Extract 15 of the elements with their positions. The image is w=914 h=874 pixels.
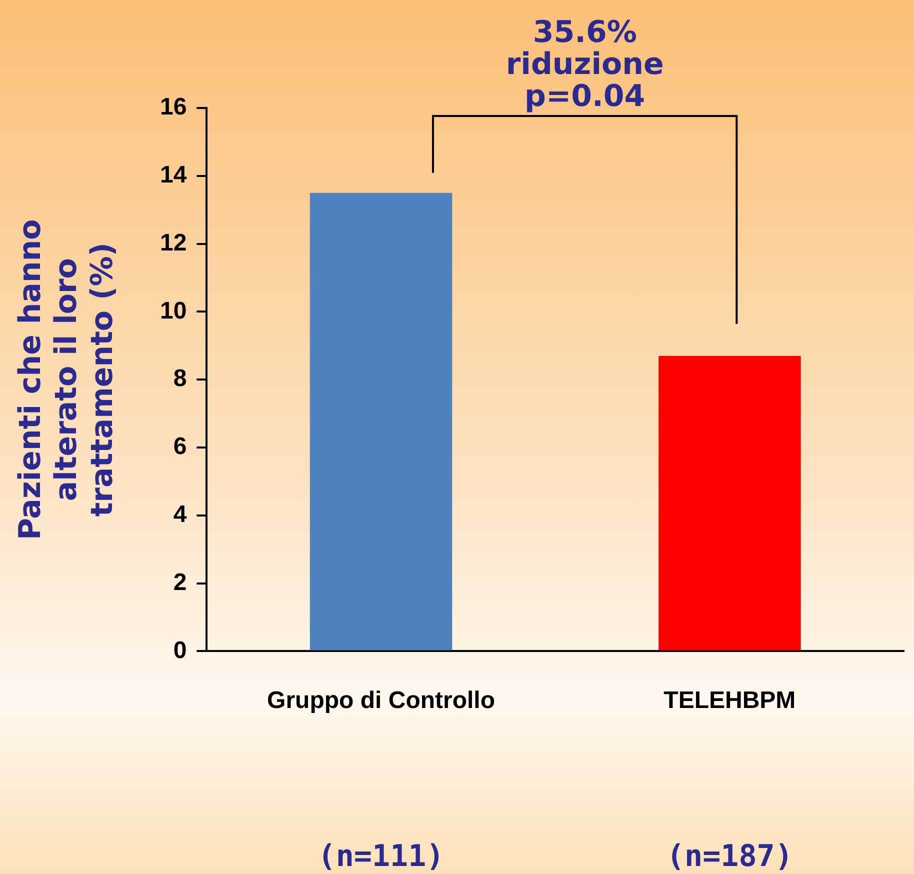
y-tick-label: 6 — [173, 433, 187, 460]
annotation: 35.6% riduzione p=0.04 — [506, 15, 664, 114]
text: (n=111) — [318, 839, 444, 874]
y-tick-label: 2 — [173, 568, 187, 596]
text: (n=187) — [666, 839, 793, 874]
y-tick-label: 16 — [160, 94, 187, 121]
x-tick-label: TELEHBPM — [664, 687, 796, 714]
y-tick-label: 12 — [160, 229, 187, 256]
y-tick-label: 14 — [160, 162, 188, 189]
y-tick-label: 8 — [173, 365, 187, 392]
y-tick-label: 4 — [173, 501, 188, 528]
y-tick-label: 10 — [160, 297, 187, 324]
x-tick-label: Gruppo di Controllo — [267, 687, 495, 714]
y-tick-label: 0 — [173, 636, 187, 664]
y-axis-title: Pazienti che hanno alterato il loro trattamento (%) — [12, 219, 120, 540]
